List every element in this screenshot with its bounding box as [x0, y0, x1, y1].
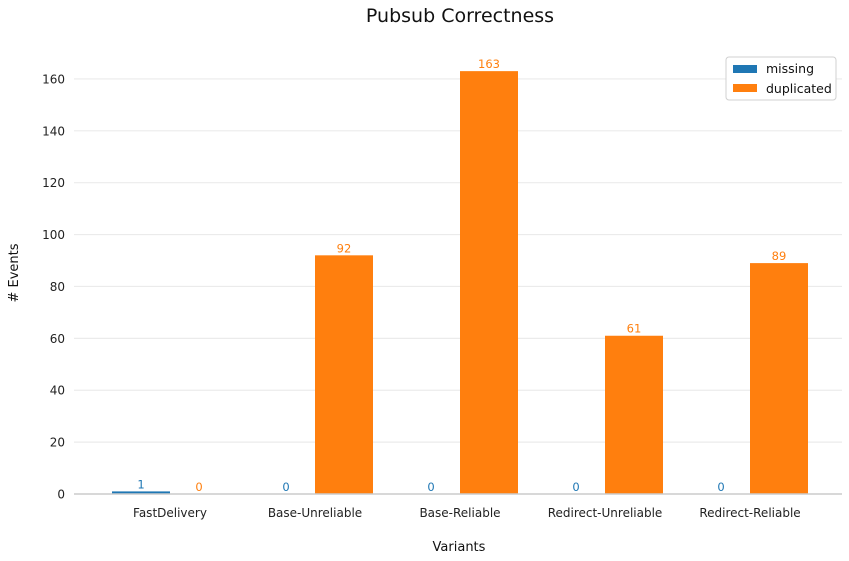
y-tick-label: 60	[50, 332, 65, 346]
y-axis-ticks: 0 20 40 60 80 100 120 140 160	[42, 72, 65, 501]
y-tick-label: 0	[57, 488, 65, 502]
bar-missing	[112, 491, 170, 494]
y-tick-label: 40	[50, 384, 65, 398]
data-label-duplicated: 61	[627, 322, 642, 336]
bar-labels: 1 0 0 92 0 163 0 61 0 89	[137, 57, 786, 494]
legend-swatch-missing	[733, 65, 757, 73]
bars	[112, 71, 808, 494]
y-tick-label: 140	[42, 124, 65, 138]
x-tick-label: FastDelivery	[133, 506, 207, 520]
data-label-missing: 0	[572, 480, 579, 494]
legend-label-missing: missing	[766, 61, 814, 76]
x-tick-label: Base-Reliable	[419, 506, 500, 520]
bar-duplicated	[750, 263, 808, 494]
legend-label-duplicated: duplicated	[766, 81, 832, 96]
data-label-duplicated: 92	[337, 241, 352, 255]
data-label-duplicated: 89	[772, 249, 787, 263]
chart-title: Pubsub Correctness	[366, 5, 554, 27]
bar-duplicated	[315, 255, 373, 494]
data-label-missing: 0	[282, 480, 289, 494]
bar-duplicated	[460, 71, 518, 494]
y-tick-label: 20	[50, 436, 65, 450]
x-tick-label: Redirect-Reliable	[699, 506, 800, 520]
x-axis-title: Variants	[433, 540, 486, 555]
y-tick-label: 160	[42, 72, 65, 86]
y-tick-label: 120	[42, 176, 65, 190]
data-label-duplicated: 163	[478, 57, 500, 71]
y-tick-label: 80	[50, 280, 65, 294]
data-label-missing: 1	[137, 477, 144, 491]
x-tick-label: Base-Unreliable	[268, 506, 362, 520]
y-axis-title: # Events	[7, 243, 22, 302]
x-axis-ticks: FastDelivery Base-Unreliable Base-Reliable…	[133, 506, 801, 520]
y-tick-label: 100	[42, 228, 65, 242]
legend-swatch-duplicated	[733, 84, 757, 92]
gridlines	[74, 78, 842, 443]
data-label-duplicated: 0	[195, 480, 202, 494]
data-label-missing: 0	[717, 480, 724, 494]
data-label-missing: 0	[427, 480, 434, 494]
bar-duplicated	[605, 335, 663, 494]
x-tick-label: Redirect-Unreliable	[548, 506, 663, 520]
legend: missing duplicated	[725, 56, 837, 101]
